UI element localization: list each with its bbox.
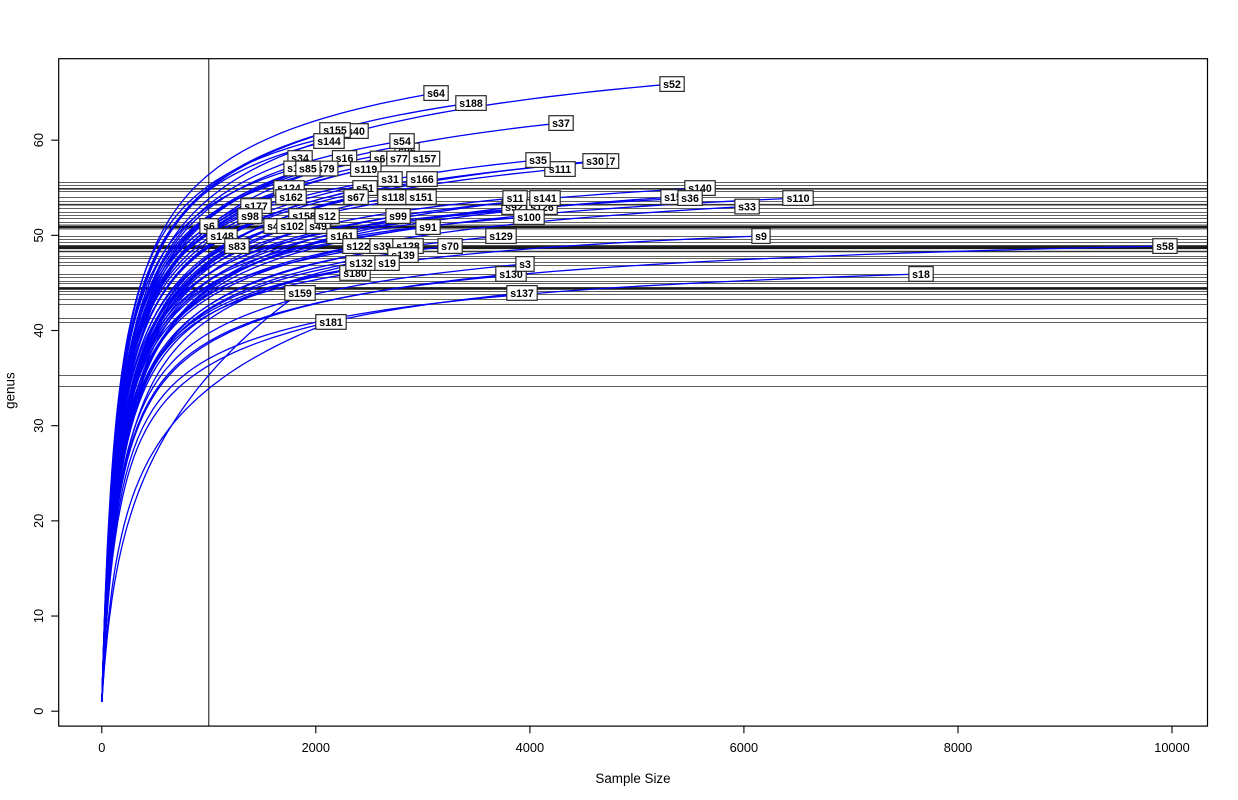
svg-text:s54: s54 bbox=[393, 136, 411, 148]
svg-text:s79: s79 bbox=[317, 163, 335, 175]
svg-text:s151: s151 bbox=[409, 192, 433, 204]
svg-text:s119: s119 bbox=[354, 164, 377, 176]
svg-text:s162: s162 bbox=[279, 192, 303, 204]
svg-text:50: 50 bbox=[31, 228, 46, 242]
svg-text:60: 60 bbox=[31, 133, 46, 147]
svg-text:s181: s181 bbox=[319, 317, 343, 329]
svg-text:s83: s83 bbox=[228, 241, 246, 253]
svg-text:s98: s98 bbox=[241, 211, 259, 223]
svg-text:Sample Size: Sample Size bbox=[595, 771, 670, 786]
svg-text:s39: s39 bbox=[373, 241, 391, 253]
svg-text:s9: s9 bbox=[755, 231, 767, 243]
svg-text:s18: s18 bbox=[912, 269, 930, 281]
svg-text:s40: s40 bbox=[347, 126, 365, 138]
svg-text:s11: s11 bbox=[506, 193, 523, 205]
svg-text:s85: s85 bbox=[299, 163, 317, 175]
svg-text:s132: s132 bbox=[349, 258, 373, 270]
svg-text:s111: s111 bbox=[549, 164, 572, 176]
svg-text:s122: s122 bbox=[346, 241, 370, 253]
svg-text:s12: s12 bbox=[318, 211, 336, 223]
svg-text:s33: s33 bbox=[738, 201, 756, 213]
svg-text:s64: s64 bbox=[427, 88, 445, 100]
svg-text:s144: s144 bbox=[317, 136, 341, 148]
svg-text:s19: s19 bbox=[378, 258, 396, 270]
svg-text:s118: s118 bbox=[382, 192, 405, 204]
svg-text:s141: s141 bbox=[533, 193, 557, 205]
svg-text:s102: s102 bbox=[280, 221, 304, 233]
svg-text:s16: s16 bbox=[336, 153, 354, 165]
svg-text:20: 20 bbox=[31, 514, 46, 528]
svg-text:30: 30 bbox=[31, 419, 46, 433]
svg-text:10: 10 bbox=[31, 609, 46, 623]
svg-text:s77: s77 bbox=[390, 153, 408, 165]
svg-text:s110: s110 bbox=[787, 193, 810, 205]
svg-text:s31: s31 bbox=[381, 174, 399, 186]
svg-text:0: 0 bbox=[98, 740, 105, 755]
svg-text:s70: s70 bbox=[441, 241, 459, 253]
svg-text:s100: s100 bbox=[517, 212, 541, 224]
svg-text:s99: s99 bbox=[389, 211, 407, 223]
svg-text:s36: s36 bbox=[681, 193, 699, 205]
svg-text:10000: 10000 bbox=[1154, 740, 1190, 755]
svg-text:s188: s188 bbox=[459, 98, 483, 110]
svg-text:s37: s37 bbox=[552, 118, 570, 130]
svg-text:s159: s159 bbox=[288, 288, 312, 300]
svg-text:s58: s58 bbox=[1156, 241, 1174, 253]
svg-text:s137: s137 bbox=[510, 288, 534, 300]
svg-text:s157: s157 bbox=[413, 154, 437, 166]
svg-text:40: 40 bbox=[31, 323, 46, 337]
svg-text:s67: s67 bbox=[347, 192, 365, 204]
svg-text:s166: s166 bbox=[410, 174, 434, 186]
svg-text:s52: s52 bbox=[663, 79, 681, 91]
svg-text:s3: s3 bbox=[519, 259, 531, 271]
svg-text:8000: 8000 bbox=[944, 740, 972, 755]
svg-text:s129: s129 bbox=[489, 231, 513, 243]
svg-text:s30: s30 bbox=[586, 156, 604, 168]
svg-text:0: 0 bbox=[31, 708, 46, 715]
svg-text:4000: 4000 bbox=[516, 740, 544, 755]
svg-text:s35: s35 bbox=[529, 155, 547, 167]
svg-text:2000: 2000 bbox=[302, 740, 330, 755]
svg-text:s6: s6 bbox=[203, 221, 215, 233]
svg-text:6000: 6000 bbox=[730, 740, 758, 755]
svg-text:genus: genus bbox=[3, 372, 18, 409]
svg-text:s91: s91 bbox=[419, 222, 437, 234]
